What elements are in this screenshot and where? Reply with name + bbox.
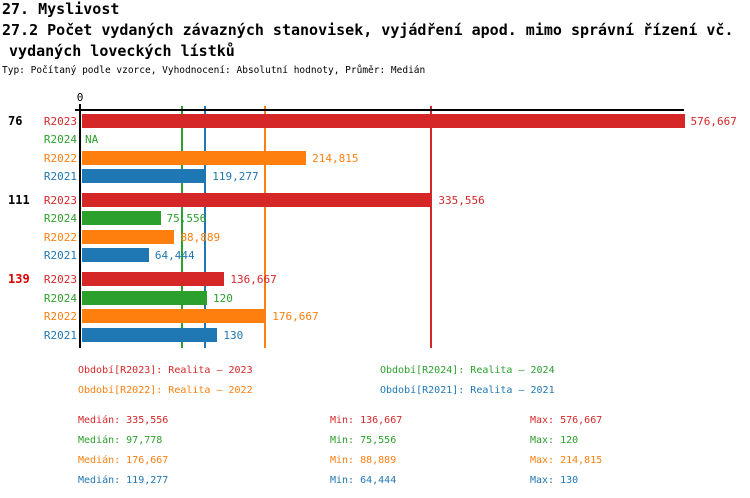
bar-value-label-na: NA: [85, 133, 99, 146]
bar-r2023: [81, 113, 685, 128]
bar-r2023: [81, 192, 433, 207]
bar-r2021: [81, 169, 207, 183]
legend-item-r2024: Období[R2024]: Realita – 2024: [380, 365, 555, 376]
median-line-r2024: [181, 106, 184, 348]
stat-max-r2021: Max: 130: [530, 475, 579, 486]
row-label-r2023: R2023: [43, 114, 77, 128]
median-line-r2023: [429, 106, 432, 348]
chart-subtitle-line1: 27.2 Počet vydaných závazných stanovisek…: [2, 21, 734, 39]
bar-r2024: [81, 290, 207, 305]
bar-value-label: 130: [223, 328, 244, 342]
bar-r2022: [81, 229, 175, 244]
row-label-r2022: R2022: [43, 230, 77, 244]
median-line-r2022: [263, 106, 266, 348]
bar-value-label: 136,667: [230, 273, 277, 286]
stat-max-r2022: Max: 214,815: [530, 455, 603, 466]
bar-value-label: 119,277: [212, 170, 259, 183]
row-label-r2022: R2022: [43, 151, 77, 165]
median-line-r2021: [203, 106, 206, 348]
row-label-r2024: R2024: [43, 133, 77, 146]
stat-min-r2021: Min: 64,444: [330, 475, 397, 486]
bar-r2021: [81, 327, 218, 342]
bar-r2022: [81, 150, 307, 165]
x-axis-line: [75, 109, 684, 111]
bar-value-label: 335,556: [438, 193, 485, 207]
group-label: 139: [8, 272, 30, 286]
stat-min-r2024: Min: 75,556: [330, 435, 397, 446]
y-axis-line: [78, 104, 81, 348]
bar-value-label: 64,444: [154, 249, 195, 263]
row-label-r2021: R2021: [43, 170, 77, 183]
group-label: 76: [8, 113, 23, 128]
legend-item-r2023: Období[R2023]: Realita – 2023: [78, 365, 253, 376]
bar-value-label: 214,815: [312, 151, 359, 165]
stat-median-r2022: Medián: 176,667: [78, 455, 169, 466]
row-label-r2024: R2024: [43, 291, 77, 305]
row-label-r2021: R2021: [43, 249, 77, 263]
bar-value-label: 75,556: [166, 212, 207, 226]
row-label-r2022: R2022: [43, 310, 77, 323]
chart-meta-info: Typ: Počítaný podle vzorce, Vyhodnocení:…: [2, 65, 426, 76]
bar-r2021: [81, 248, 149, 263]
legend-item-r2021: Období[R2021]: Realita – 2021: [380, 385, 555, 396]
row-label-r2024: R2024: [43, 212, 77, 226]
stat-max-r2023: Max: 576,667: [530, 415, 603, 426]
bar-value-label: 176,667: [272, 310, 319, 323]
page-title: 27. Myslivost: [2, 0, 120, 18]
stat-min-r2023: Min: 136,667: [330, 415, 403, 426]
stat-max-r2024: Max: 120: [530, 435, 579, 446]
row-label-r2023: R2023: [43, 193, 77, 207]
group-label: 111: [8, 192, 30, 207]
bar-value-label: 88,889: [180, 230, 221, 244]
bar-r2023: [81, 272, 225, 286]
x-axis-zero-tick-label: 0: [76, 91, 84, 104]
row-label-r2021: R2021: [43, 328, 77, 342]
stat-median-r2023: Medián: 335,556: [78, 415, 169, 426]
chart-subtitle-line2: vydaných loveckých lístků: [0, 42, 235, 60]
row-label-r2023: R2023: [43, 273, 77, 286]
bar-value-label: 120: [212, 291, 233, 305]
stat-min-r2022: Min: 88,889: [330, 455, 397, 466]
bar-r2024: [81, 211, 161, 226]
bar-value-label: 576,667: [690, 114, 737, 128]
stat-median-r2024: Medián: 97,778: [78, 435, 163, 446]
stat-median-r2021: Medián: 119,277: [78, 475, 169, 486]
bar-r2022: [81, 309, 267, 323]
legend-item-r2022: Období[R2022]: Realita – 2022: [78, 385, 253, 396]
